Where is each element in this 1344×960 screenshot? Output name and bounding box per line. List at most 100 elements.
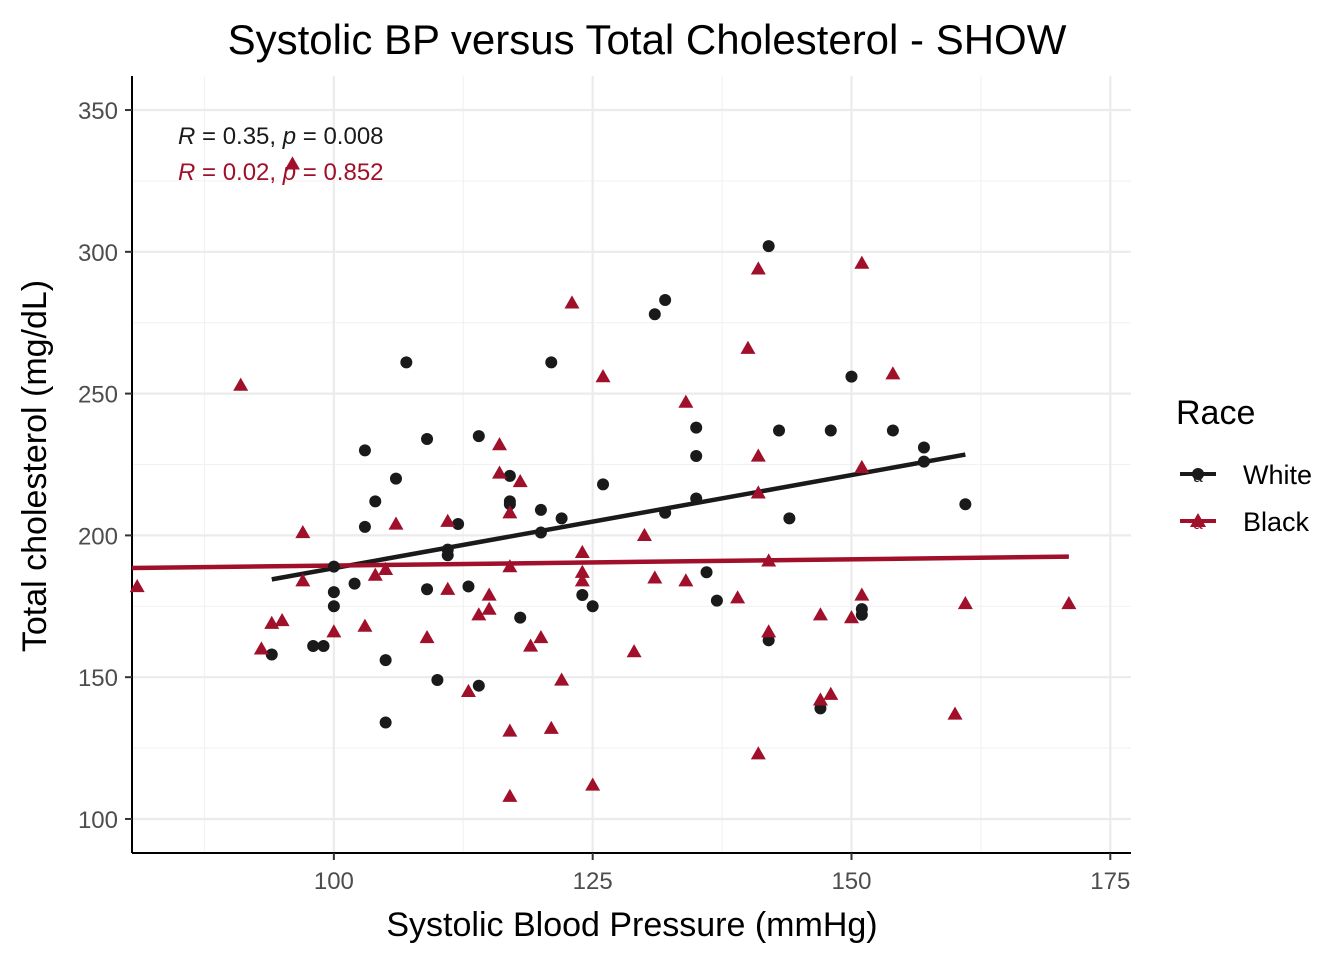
white-point — [576, 588, 589, 601]
black-point — [378, 561, 394, 576]
white-point — [358, 520, 371, 533]
x-tick-label: 175 — [1090, 868, 1130, 895]
axes: 100 125 150 175 100 150 200 250 300 350 — [78, 76, 1131, 895]
y-tick-label: 300 — [78, 240, 118, 267]
black-point — [253, 641, 269, 655]
white-point — [400, 356, 413, 369]
black-point — [750, 448, 766, 462]
white-point — [421, 583, 434, 596]
black-point — [502, 505, 518, 519]
black-point — [460, 683, 476, 697]
white-point — [462, 580, 475, 593]
black-point — [636, 527, 652, 542]
stat-value: = 0.008 — [296, 123, 383, 150]
black-point — [823, 686, 839, 700]
white-point — [855, 608, 868, 621]
y-tick-label: 200 — [78, 523, 118, 550]
white-point — [545, 356, 558, 369]
black-point — [554, 672, 570, 686]
black-point — [471, 607, 487, 621]
black-point — [750, 261, 766, 275]
white-point — [886, 424, 899, 437]
black-point — [233, 377, 249, 391]
white-point — [690, 449, 703, 462]
legend-title: Race — [1176, 394, 1255, 432]
white-point — [659, 506, 672, 519]
black-point — [574, 573, 590, 587]
white-point — [648, 308, 661, 321]
black-point — [326, 624, 342, 638]
black-point — [512, 474, 528, 488]
black-point — [854, 459, 870, 473]
white-point — [710, 594, 723, 607]
black-point — [284, 156, 300, 170]
black-point — [419, 629, 435, 644]
stat-symbol: p — [282, 159, 296, 186]
black-point — [947, 706, 963, 720]
white-point — [265, 648, 278, 661]
white-point — [348, 577, 361, 590]
black-point — [481, 587, 497, 601]
stat-value: = 0.02, — [195, 159, 282, 186]
black-point — [957, 595, 973, 610]
black-point — [274, 612, 290, 627]
grid-lines — [132, 76, 1131, 853]
white-point — [503, 495, 516, 508]
white-point — [389, 472, 402, 485]
white-point — [452, 518, 465, 531]
white-point — [327, 600, 340, 613]
black-point — [750, 485, 766, 499]
white-point — [700, 566, 713, 579]
x-axis-title: Systolic Blood Pressure (mmHg) — [386, 906, 877, 944]
black-point — [295, 573, 311, 587]
black-point — [740, 340, 756, 354]
white-point — [845, 370, 858, 383]
black-point — [523, 638, 539, 652]
data-points — [129, 156, 1077, 802]
y-tick-label: 250 — [78, 382, 118, 409]
white-point — [379, 716, 392, 729]
stat-symbol: R — [178, 159, 195, 186]
legend-key-circle — [1192, 468, 1204, 480]
white-point — [307, 639, 320, 652]
black-point — [595, 369, 611, 383]
black-point — [574, 564, 590, 578]
black-point — [564, 295, 580, 309]
white-point — [369, 495, 382, 508]
white-point — [586, 600, 599, 613]
white-point — [472, 679, 485, 692]
white-regression-line — [271, 452, 966, 582]
black-point — [492, 437, 508, 451]
white-point — [441, 543, 454, 556]
white-point — [597, 478, 610, 491]
legend: Race a White a Black — [1176, 394, 1312, 537]
black-point — [885, 366, 901, 380]
black-point — [295, 525, 311, 539]
legend-key-glyph: a — [1193, 467, 1203, 486]
black-point — [626, 644, 642, 658]
white-point — [379, 654, 392, 667]
black-point — [502, 559, 518, 573]
x-tick-label: 100 — [314, 868, 354, 895]
white-point — [762, 240, 775, 253]
white-point — [358, 444, 371, 457]
stat-symbol: R — [178, 123, 195, 150]
x-tick-label: 125 — [573, 868, 613, 895]
black-point — [730, 590, 746, 604]
white-point — [690, 421, 703, 434]
black-point — [647, 570, 663, 584]
black-point — [481, 601, 497, 615]
legend-label-white: White — [1243, 460, 1312, 490]
black-point — [854, 255, 870, 269]
white-point — [783, 512, 796, 525]
black-point — [543, 720, 559, 734]
black-point — [502, 788, 518, 802]
black-point — [761, 624, 777, 638]
white-point — [472, 430, 485, 443]
white-point — [421, 432, 434, 445]
black-point — [761, 553, 777, 567]
black-point — [129, 578, 145, 593]
legend-key-triangle — [1190, 513, 1206, 527]
